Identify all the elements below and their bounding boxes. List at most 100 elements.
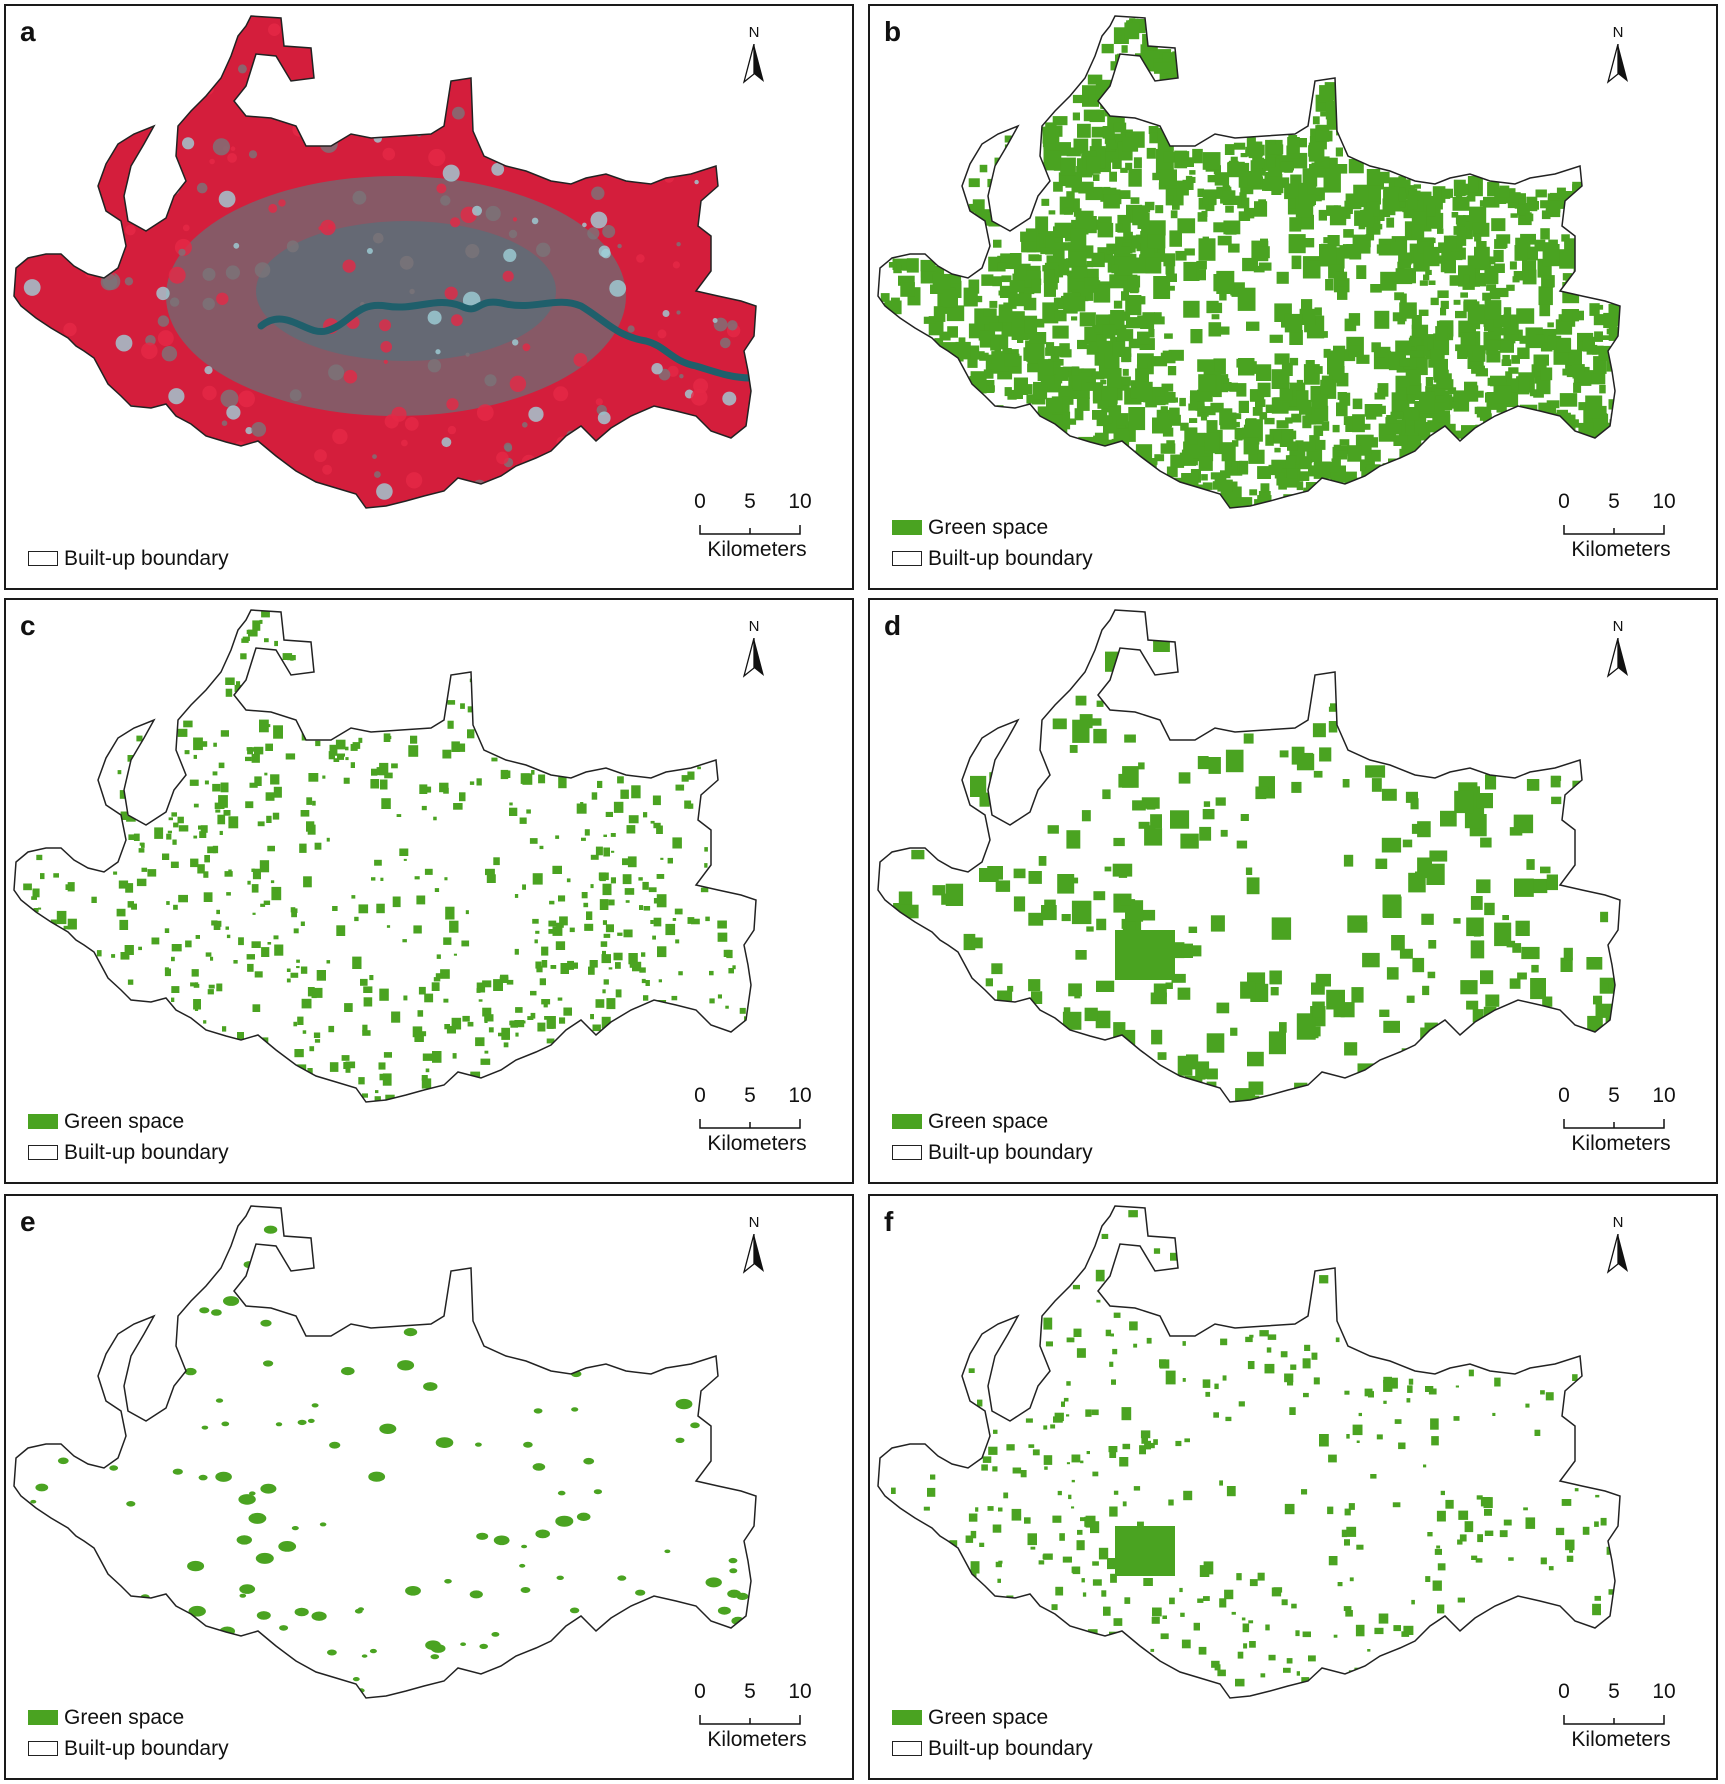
pixel-patch (556, 436, 568, 448)
green-patch (1587, 1015, 1603, 1032)
green-patch (1113, 428, 1130, 443)
map-content (30, 1225, 749, 1693)
green-patch (218, 795, 228, 808)
green-patch (1044, 1466, 1048, 1470)
green-patch (1600, 1517, 1607, 1526)
green-patch (1422, 985, 1430, 996)
green-patch (278, 1541, 297, 1552)
green-patch (971, 937, 983, 949)
green-patch (133, 833, 140, 841)
green-patch (139, 842, 145, 846)
green-patch (1069, 418, 1077, 425)
green-patch (1314, 307, 1322, 316)
green-patch (361, 1654, 368, 1658)
green-patch (675, 939, 680, 944)
green-patch (1151, 1029, 1163, 1045)
green-patch (1477, 1534, 1483, 1543)
green-patch (1111, 1379, 1116, 1385)
green-patch (1547, 322, 1554, 328)
green-patch (1437, 1604, 1445, 1614)
green-patch (236, 1535, 252, 1545)
green-patch (469, 1590, 483, 1599)
green-patch (1154, 454, 1165, 462)
map-panel-d: d N Green space Built-up boundary 0 5 10 Kilome… (868, 598, 1718, 1184)
green-patch (602, 989, 606, 994)
green-patch (1032, 1449, 1040, 1456)
green-patch (294, 1049, 304, 1058)
green-patch (1076, 1348, 1086, 1358)
green-patch (1122, 1501, 1127, 1507)
green-patch (1320, 111, 1328, 117)
green-patch (1086, 261, 1094, 268)
pixel-patch (427, 359, 442, 373)
green-patch (1431, 1436, 1439, 1446)
green-patch (1259, 786, 1269, 793)
green-patch (223, 810, 231, 816)
green-patch (1335, 1337, 1340, 1343)
green-patch (602, 883, 612, 896)
green-patch (1063, 207, 1073, 215)
map-f (877, 1205, 1621, 1699)
green-patch (535, 1529, 550, 1539)
green-patch (282, 653, 293, 660)
green-patch (1517, 972, 1527, 980)
green-patch (1197, 188, 1204, 197)
green-patch (56, 910, 67, 925)
green-patch (1308, 1655, 1316, 1662)
green-patch (1089, 75, 1097, 82)
pixel-patch (359, 117, 374, 132)
green-patch (418, 986, 426, 995)
pixel-patch (209, 158, 215, 165)
green-patch (1155, 205, 1164, 214)
pixel-patch (509, 375, 527, 392)
pixel-patch (672, 261, 681, 269)
green-patch (1269, 334, 1283, 343)
green-patch (1449, 275, 1460, 286)
green-patch (1086, 926, 1094, 932)
green-patch (717, 994, 722, 999)
green-patch (1561, 234, 1570, 242)
green-patch (639, 905, 644, 910)
green-patch (252, 868, 261, 880)
green-patch (556, 1575, 564, 1580)
green-patch (1077, 1529, 1083, 1535)
green-patch (1237, 287, 1256, 311)
green-patch (213, 742, 217, 747)
green-patch (1247, 1051, 1264, 1067)
green-patch (1175, 250, 1187, 261)
pixel-patch (332, 428, 348, 445)
pixel-patch (723, 36, 734, 46)
green-patch (1086, 376, 1096, 383)
green-patch (65, 884, 70, 890)
green-patch (1399, 302, 1417, 316)
green-patch (1166, 466, 1178, 478)
green-patch (1077, 339, 1088, 350)
green-patch (1066, 147, 1081, 157)
green-patch (1182, 1341, 1186, 1346)
pixel-patch (102, 39, 110, 47)
green-patch (1312, 723, 1326, 738)
green-patch (1071, 1506, 1075, 1509)
green-patch (1124, 22, 1140, 40)
green-patch (193, 835, 198, 839)
green-patch (1335, 271, 1348, 281)
green-patch (1107, 368, 1122, 389)
green-patch (1093, 728, 1107, 744)
green-patch (1088, 341, 1098, 351)
green-patch (1053, 249, 1065, 263)
green-patch (262, 1037, 269, 1043)
green-patch (1044, 150, 1062, 171)
green-patch (199, 831, 207, 838)
green-patch (436, 954, 441, 959)
green-patch (1299, 399, 1312, 415)
green-patch (1327, 235, 1340, 247)
pixel-patch (169, 297, 180, 307)
green-patch (154, 827, 164, 839)
scale-tick-label: 10 (1652, 490, 1676, 513)
green-patch (1336, 112, 1347, 121)
green-patch (212, 771, 218, 776)
green-patch (1457, 349, 1468, 359)
green-patch (1043, 1455, 1053, 1465)
green-patch (228, 816, 239, 829)
green-patch (1082, 1592, 1087, 1597)
